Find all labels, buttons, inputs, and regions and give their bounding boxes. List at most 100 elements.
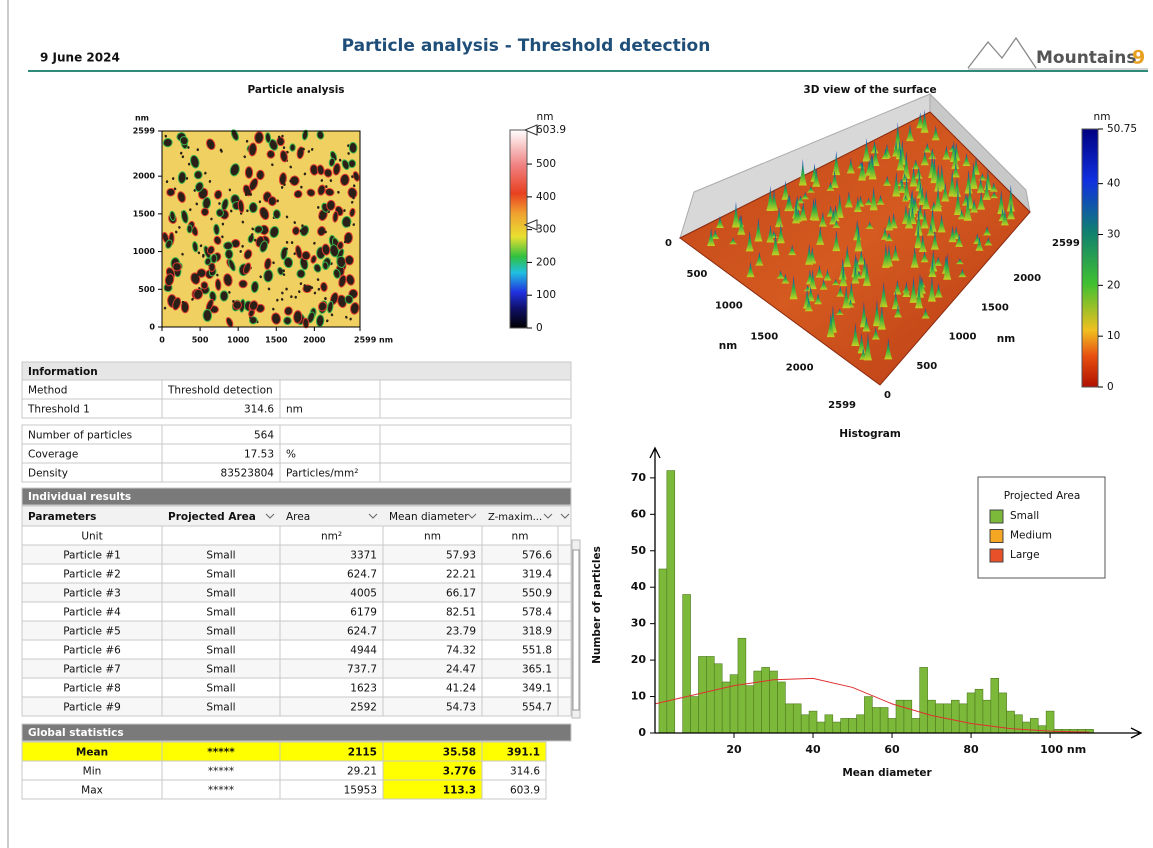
particle-blob: [213, 224, 219, 235]
colorbar-tick-label: 40: [1107, 178, 1120, 190]
cell-text: nm: [424, 531, 441, 543]
cell-text: 54.73: [446, 702, 476, 714]
cell-text: Small: [206, 588, 235, 600]
particle-blob: [249, 203, 257, 213]
cell-text: 349.1: [522, 683, 552, 695]
cell-text: Small: [206, 626, 235, 638]
y-tick-label: 2599: [1052, 238, 1080, 249]
y-tick-label: 40: [631, 580, 647, 593]
particle-blob: [245, 167, 252, 179]
cell-text: 603.9: [510, 785, 540, 797]
bar: [698, 656, 706, 733]
bar: [983, 700, 991, 733]
bar: [1015, 715, 1023, 733]
cell-text: 554.7: [522, 702, 552, 714]
cell-text: 576.6: [522, 550, 552, 562]
particle-blob: [273, 209, 281, 218]
cell-text: 17.53: [244, 449, 274, 461]
colorbar-tick-label: 603.9: [536, 124, 566, 136]
cell-text: 564: [254, 430, 274, 442]
particle-blob: [203, 309, 212, 321]
bar: [667, 471, 675, 733]
cell-text: 82.51: [446, 607, 476, 619]
table-cell: [22, 362, 571, 380]
bar: [754, 671, 762, 733]
y-tick-label: 500: [916, 361, 937, 372]
particle-blob: [220, 291, 228, 302]
cell-text: 24.47: [446, 664, 476, 676]
column-header[interactable]: Z-maxim...: [488, 512, 542, 523]
cell-text: 2592: [350, 702, 377, 714]
cell-text: Particle #3: [63, 588, 121, 600]
cell-text: Small: [206, 664, 235, 676]
cell-text: Particle #7: [63, 664, 121, 676]
x-tick-label: 0: [159, 336, 165, 345]
bar: [793, 704, 801, 733]
cell-text: Density: [28, 468, 68, 480]
cell-text: 4005: [350, 588, 377, 600]
x-tick-label: 60: [884, 743, 900, 756]
bar: [833, 722, 841, 733]
cell-text: *****: [208, 785, 234, 797]
bar: [864, 697, 872, 733]
bar: [817, 722, 825, 733]
column-header[interactable]: Area: [286, 511, 310, 523]
bar: [738, 638, 746, 733]
y-tick-label: 2000: [1013, 273, 1041, 284]
cell-text: Mean: [76, 747, 108, 759]
cell-text: Threshold 1: [27, 404, 90, 416]
bar: [991, 678, 999, 733]
x-tick-label: 40: [805, 743, 821, 756]
y-axis-label: Number of particles: [591, 546, 603, 664]
bar: [1007, 711, 1015, 733]
cell-text: Particle #8: [63, 683, 121, 695]
table-title: Individual results: [28, 491, 131, 503]
legend-label: Medium: [1010, 530, 1052, 542]
table-cell: [380, 380, 571, 399]
cell-text: 6179: [350, 607, 377, 619]
cell-text: 41.24: [446, 683, 476, 695]
colorbar-tick-label: 0: [1107, 381, 1114, 393]
scrollbar-thumb[interactable]: [573, 550, 579, 710]
chart-title: Histogram: [839, 428, 901, 440]
bar: [967, 693, 975, 733]
bar: [912, 718, 920, 733]
particle-blob: [194, 170, 203, 179]
cell-text: Particles/mm²: [286, 468, 358, 480]
colorbar-tick-label: 10: [1107, 330, 1120, 342]
table-cell: [380, 399, 571, 418]
bar: [714, 664, 722, 733]
y-tick-label: 10: [631, 690, 647, 703]
cell-text: Particle #1: [63, 550, 121, 562]
panel-title: 3D view of the surface: [803, 84, 936, 96]
y-tick-label: 0: [884, 390, 891, 401]
cell-text: 23.79: [446, 626, 476, 638]
particle-blob: [293, 310, 302, 323]
cell-text: 318.9: [522, 626, 552, 638]
column-header[interactable]: Projected Area: [168, 511, 256, 523]
particle-blob: [267, 150, 276, 159]
colorbar-tick-label: 300: [536, 224, 556, 236]
cell-text: 29.21: [347, 766, 377, 778]
colorbar-tick-label: 50.75: [1107, 123, 1137, 135]
axis-unit: nm: [719, 340, 737, 352]
bar: [856, 715, 864, 733]
colorbar-tick-label: 20: [1107, 279, 1120, 291]
particle-blob: [268, 196, 277, 206]
colorbar-tick-label: 400: [536, 191, 556, 203]
x-tick-label: 0: [665, 238, 672, 249]
cell-text: 578.4: [522, 607, 552, 619]
cell-text: Small: [206, 550, 235, 562]
report: 9 June 2024 Particle analysis - Threshol…: [0, 0, 1153, 848]
bar: [825, 715, 833, 733]
cell-text: Particle #5: [63, 626, 121, 638]
cell-text: 3371: [350, 550, 377, 562]
cell-text: 113.3: [443, 785, 476, 797]
bar: [975, 689, 983, 733]
cell-text: Small: [206, 683, 235, 695]
column-header[interactable]: Mean diameter: [389, 511, 469, 523]
cell-text: 74.32: [446, 645, 476, 657]
x-axis-label: Mean diameter: [842, 767, 932, 779]
bar: [1046, 711, 1054, 733]
y-tick-label: 60: [631, 507, 647, 520]
